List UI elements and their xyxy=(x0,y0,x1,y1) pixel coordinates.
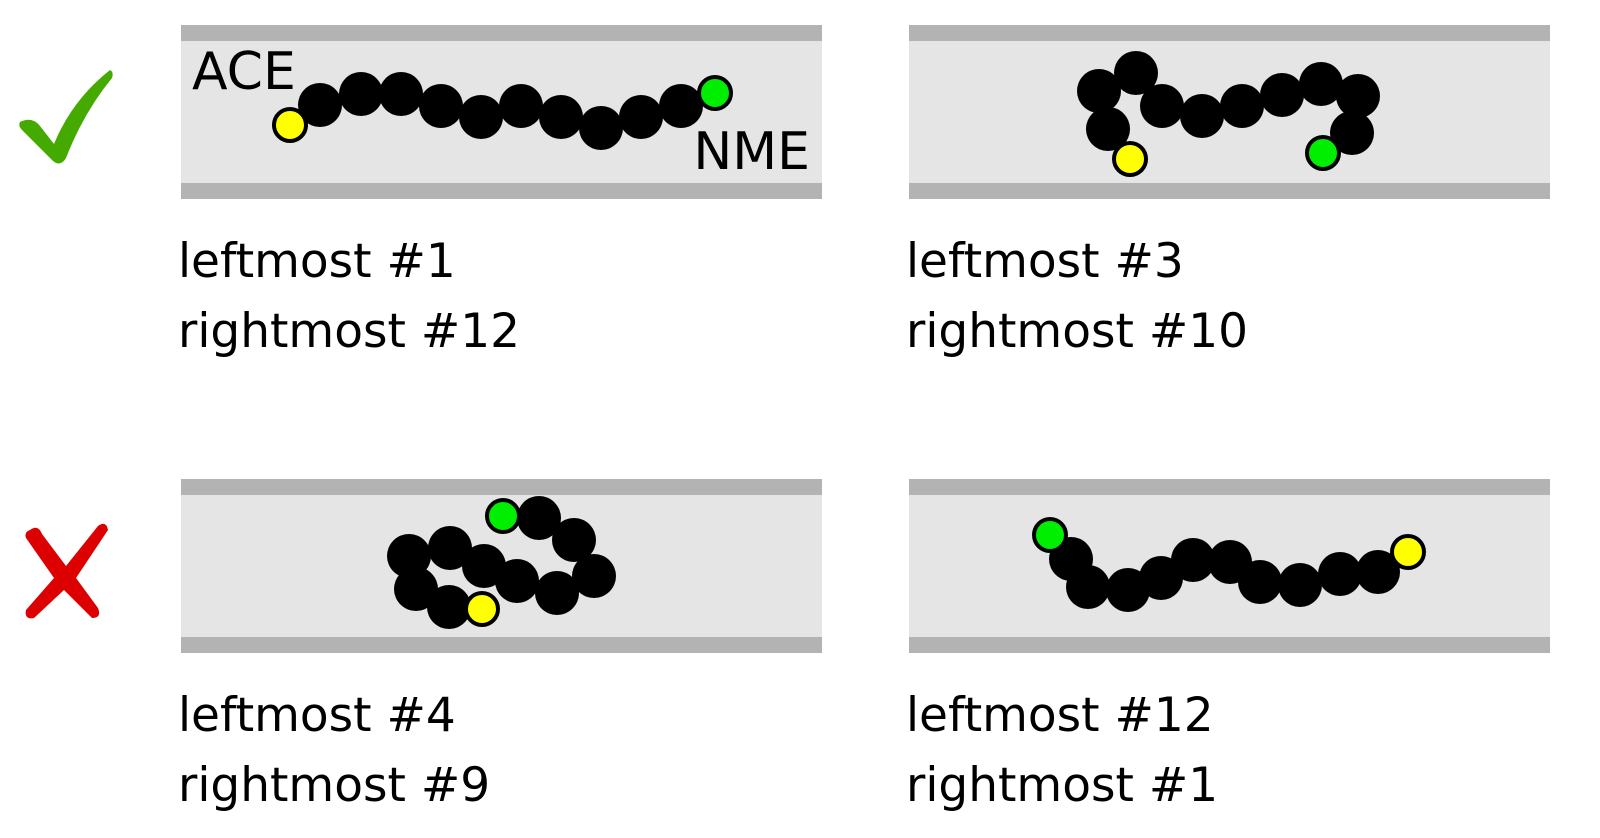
nme-terminus-bead xyxy=(1305,135,1341,171)
residue-bead xyxy=(1238,560,1282,604)
residue-bead xyxy=(579,106,623,150)
residue-bead xyxy=(1139,556,1183,600)
channel-bottom-wall xyxy=(181,183,822,199)
residue-bead xyxy=(339,72,383,116)
residue-bead xyxy=(1220,84,1264,128)
channel-bottom-wall xyxy=(181,637,822,653)
residue-bead xyxy=(1106,568,1150,612)
residue-bead xyxy=(1140,84,1184,128)
residue-bead xyxy=(1278,563,1322,607)
residue-bead xyxy=(428,526,472,570)
channel-bottom-wall xyxy=(909,637,1550,653)
residue-bead xyxy=(535,571,579,615)
residue-bead xyxy=(298,83,342,127)
residue-bead xyxy=(495,559,539,603)
residue-bead xyxy=(387,534,431,578)
panel-2-rightmost-caption: rightmost #10 xyxy=(906,304,1249,359)
residue-bead xyxy=(394,567,438,611)
panel-4-leftmost-caption: leftmost #12 xyxy=(906,688,1214,743)
residue-bead xyxy=(1114,51,1158,95)
channel-panel xyxy=(909,479,1550,653)
panel-4-rightmost-caption: rightmost #1 xyxy=(906,758,1219,813)
channel-top-wall xyxy=(181,25,822,41)
nme-terminus-bead xyxy=(1032,517,1068,553)
ace-terminus-bead xyxy=(464,591,500,627)
residue-bead xyxy=(1180,94,1224,138)
residue-bead xyxy=(1260,73,1304,117)
residue-bead xyxy=(1086,107,1130,151)
residue-bead xyxy=(462,544,506,588)
nme-terminus-bead xyxy=(485,498,521,534)
panel-1-leftmost-caption: leftmost #1 xyxy=(178,234,456,289)
residue-bead xyxy=(1171,538,1215,582)
ace-terminus-bead xyxy=(1112,141,1148,177)
channel-panel xyxy=(181,25,822,199)
ace-label: ACE xyxy=(192,42,296,102)
residue-bead xyxy=(499,84,543,128)
residue-bead xyxy=(517,496,561,540)
channel-top-wall xyxy=(181,479,822,495)
panels-layer: ACE NME xyxy=(181,25,1550,653)
nme-terminus-bead xyxy=(697,75,733,111)
residue-bead xyxy=(619,95,663,139)
channel-top-wall xyxy=(909,479,1550,495)
channel-panel xyxy=(909,25,1550,199)
panel-1-rightmost-caption: rightmost #12 xyxy=(178,304,521,359)
channel-top-wall xyxy=(909,25,1550,41)
residue-bead xyxy=(1356,550,1400,594)
check-icon xyxy=(19,70,113,164)
ace-terminus-bead xyxy=(272,107,308,143)
residue-bead xyxy=(1336,74,1380,118)
panel-3-rightmost-caption: rightmost #9 xyxy=(178,758,491,813)
residue-bead xyxy=(1318,552,1362,596)
residue-bead xyxy=(572,554,616,598)
channel-panel xyxy=(181,479,822,653)
residue-bead xyxy=(552,518,596,562)
residue-bead xyxy=(1077,69,1121,113)
ace-terminus-bead xyxy=(1390,534,1426,570)
nme-label: NME xyxy=(693,122,810,182)
residue-bead xyxy=(1066,565,1110,609)
panel-3-leftmost-caption: leftmost #4 xyxy=(178,688,456,743)
panel-2-leftmost-caption: leftmost #3 xyxy=(906,234,1184,289)
residue-bead xyxy=(419,84,463,128)
residue-bead xyxy=(427,585,471,629)
residue-bead xyxy=(1330,111,1374,155)
residue-bead xyxy=(459,95,503,139)
cross-icon xyxy=(25,523,108,619)
residue-bead xyxy=(1299,62,1343,106)
residue-bead xyxy=(659,84,703,128)
residue-bead xyxy=(539,95,583,139)
residue-bead xyxy=(379,72,423,116)
channel-bottom-wall xyxy=(909,183,1550,199)
